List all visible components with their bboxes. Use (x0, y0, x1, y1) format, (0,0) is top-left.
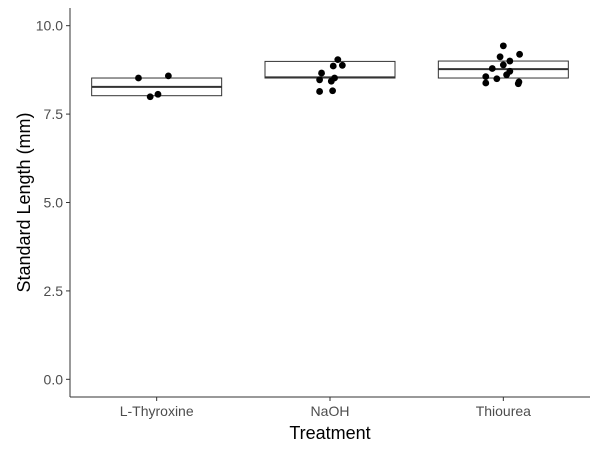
y-tick-label: 10.0 (36, 18, 63, 34)
data-point (327, 77, 335, 85)
box-l-thyroxine (91, 77, 223, 97)
x-tick-label: NaOH (311, 403, 350, 419)
data-point (146, 93, 154, 101)
y-tick-label: 2.5 (44, 283, 64, 299)
data-point (514, 80, 522, 88)
data-point (482, 73, 490, 81)
plot-area (91, 42, 569, 101)
y-tick-label: 7.5 (44, 106, 64, 122)
data-point (482, 79, 490, 87)
data-point (516, 50, 523, 58)
data-point (506, 57, 514, 65)
x-tick-label: Thiourea (476, 403, 531, 419)
data-point (316, 88, 323, 95)
data-point (164, 72, 172, 80)
data-point (499, 42, 507, 50)
box-thiourea (437, 60, 569, 79)
data-point (338, 61, 346, 69)
x-axis-title: Treatment (289, 423, 370, 443)
data-point (318, 69, 325, 77)
data-point (135, 74, 142, 82)
y-axis-title: Standard Length (mm) (14, 112, 34, 292)
data-point (488, 65, 496, 72)
data-point (503, 71, 510, 79)
box-naoh (264, 60, 396, 83)
data-point (334, 56, 342, 64)
data-point (493, 75, 501, 83)
data-point (496, 53, 504, 61)
data-point (154, 90, 162, 98)
box-iqr (264, 60, 396, 79)
data-point (499, 61, 507, 69)
y-tick-label: 5.0 (44, 195, 64, 211)
x-axis-ticks: L-Thyroxine NaOH Thiourea (120, 397, 531, 419)
data-point (329, 62, 337, 70)
y-tick-label: 0.0 (44, 371, 64, 387)
data-point (329, 87, 336, 95)
data-point (316, 76, 323, 84)
x-tick-label: L-Thyroxine (120, 403, 194, 419)
y-axis-ticks: 0.0 2.5 5.0 7.5 10.0 (36, 18, 70, 387)
